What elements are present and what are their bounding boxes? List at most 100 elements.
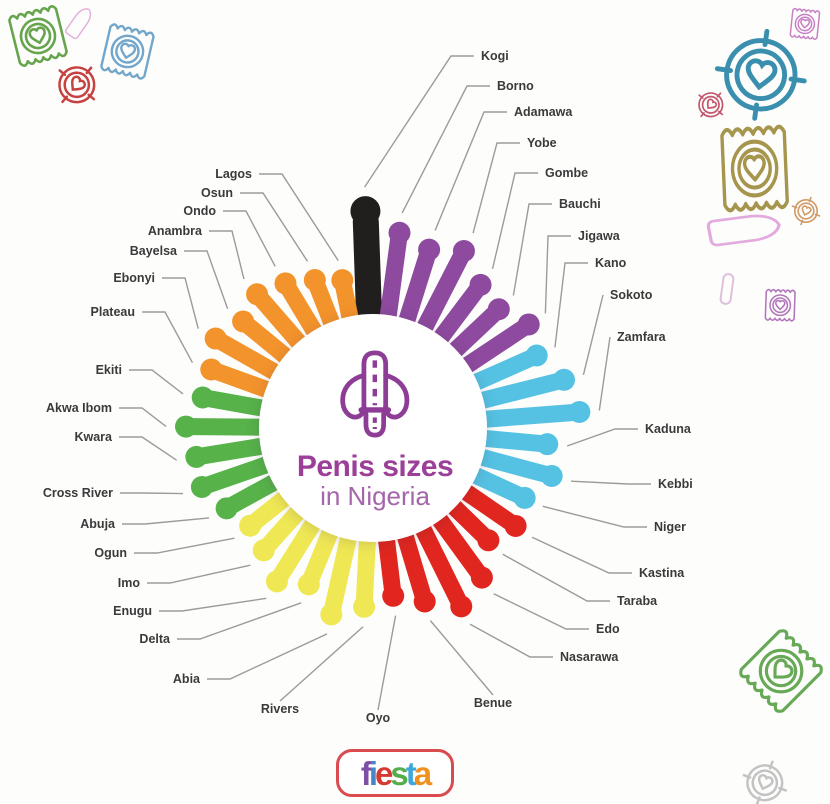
leader-line: [177, 602, 302, 640]
leader-line: [491, 172, 538, 270]
spoke-tip: [568, 401, 591, 424]
state-label-rivers: Rivers: [261, 702, 299, 716]
state-label-benue: Benue: [474, 696, 512, 710]
state-label-plateau: Plateau: [91, 305, 135, 319]
spoke-tip: [477, 529, 500, 552]
leader-line: [542, 505, 647, 528]
leader-line: [544, 235, 571, 314]
spoke-tip: [320, 603, 343, 626]
leader-line: [554, 262, 588, 348]
spoke-tip: [525, 344, 548, 367]
spoke-tip: [185, 445, 208, 468]
fiesta-letter: a: [413, 754, 432, 792]
spoke-tip: [382, 584, 405, 607]
leader-line: [377, 615, 397, 711]
spoke-tip: [388, 221, 411, 244]
leader-line: [512, 203, 552, 296]
spoke-tip: [513, 486, 536, 509]
state-label-taraba: Taraba: [617, 594, 658, 608]
leader-line: [209, 230, 245, 280]
leader-line: [142, 311, 194, 364]
state-label-adamawa: Adamawa: [514, 105, 573, 119]
spoke-tip: [353, 595, 376, 618]
state-label-lagos: Lagos: [215, 167, 252, 181]
fiesta-letter: e: [375, 754, 393, 792]
state-label-kano: Kano: [595, 256, 627, 270]
state-label-niger: Niger: [654, 520, 686, 534]
chart-subtitle: in Nigeria: [320, 481, 430, 511]
leader-line: [434, 111, 507, 231]
state-label-anambra: Anambra: [148, 224, 203, 238]
spoke-tip: [215, 497, 238, 520]
state-label-akwa-ibom: Akwa Ibom: [46, 401, 112, 415]
leader-line: [472, 142, 520, 234]
leader-line: [401, 85, 490, 214]
spoke-tip: [175, 415, 198, 438]
leader-line: [469, 623, 553, 658]
leader-line: [119, 436, 178, 461]
state-label-borno: Borno: [497, 79, 534, 93]
state-label-abia: Abia: [173, 672, 201, 686]
spoke-tip: [504, 514, 527, 537]
state-label-ebonyi: Ebonyi: [113, 271, 155, 285]
spoke-tip: [239, 514, 262, 537]
spoke-tip: [190, 476, 213, 499]
state-label-delta: Delta: [139, 632, 171, 646]
state-label-enugu: Enugu: [113, 604, 152, 618]
leader-line: [429, 620, 494, 696]
state-label-ekiti: Ekiti: [96, 363, 122, 377]
spoke-tip: [536, 433, 559, 456]
leader-line: [159, 597, 267, 612]
leader-line: [223, 210, 276, 267]
state-label-osun: Osun: [201, 186, 233, 200]
leader-line: [364, 55, 474, 188]
state-label-bauchi: Bauchi: [559, 197, 601, 211]
spoke-tip: [297, 573, 320, 596]
state-label-kwara: Kwara: [74, 430, 113, 444]
fiesta-letter: s: [390, 754, 408, 792]
state-label-yobe: Yobe: [527, 136, 557, 150]
spoke-tip: [470, 566, 493, 589]
spoke-tip: [469, 273, 492, 296]
spoke-tip: [413, 590, 436, 613]
state-label-kastina: Kastina: [639, 566, 685, 580]
spoke-tip: [418, 238, 441, 261]
spoke-tip: [450, 595, 473, 618]
leader-line: [493, 593, 589, 630]
state-label-ondo: Ondo: [183, 204, 216, 218]
leader-line: [570, 480, 651, 485]
spoke-tip: [246, 283, 269, 306]
leader-line: [162, 277, 199, 329]
penis-icon: [340, 350, 410, 438]
state-label-imo: Imo: [118, 576, 141, 590]
state-label-jigawa: Jigawa: [578, 229, 621, 243]
spoke-tip: [350, 196, 381, 227]
state-label-kogi: Kogi: [481, 49, 509, 63]
fiesta-letter: t: [405, 754, 417, 792]
leader-line: [566, 428, 638, 447]
leader-line: [531, 536, 632, 574]
leader-line: [129, 369, 184, 395]
state-label-cross-river: Cross River: [43, 486, 113, 500]
spoke-tip: [553, 368, 576, 391]
spoke-tip: [265, 570, 288, 593]
state-label-bayelsa: Bayelsa: [130, 244, 178, 258]
chart-title: Penis sizes: [297, 450, 453, 483]
leader-line: [279, 626, 364, 702]
leader-line: [598, 336, 611, 411]
state-label-oyo: Oyo: [366, 711, 391, 725]
callout-group: Kogi Borno Adamawa Yobe Gombe Bauchi Jigawa Kan…: [43, 49, 693, 725]
spoke-tip: [331, 269, 354, 292]
state-label-nasarawa: Nasarawa: [560, 650, 619, 664]
leader-line: [147, 564, 251, 584]
fiesta-letter: f: [360, 754, 372, 792]
spoke-tip: [517, 313, 540, 336]
spoke-tip: [487, 298, 510, 321]
spoke-tip: [540, 464, 563, 487]
spoke-tip: [232, 310, 255, 333]
state-label-ogun: Ogun: [94, 546, 127, 560]
leader-line: [240, 192, 309, 262]
state-label-kaduna: Kaduna: [645, 422, 692, 436]
